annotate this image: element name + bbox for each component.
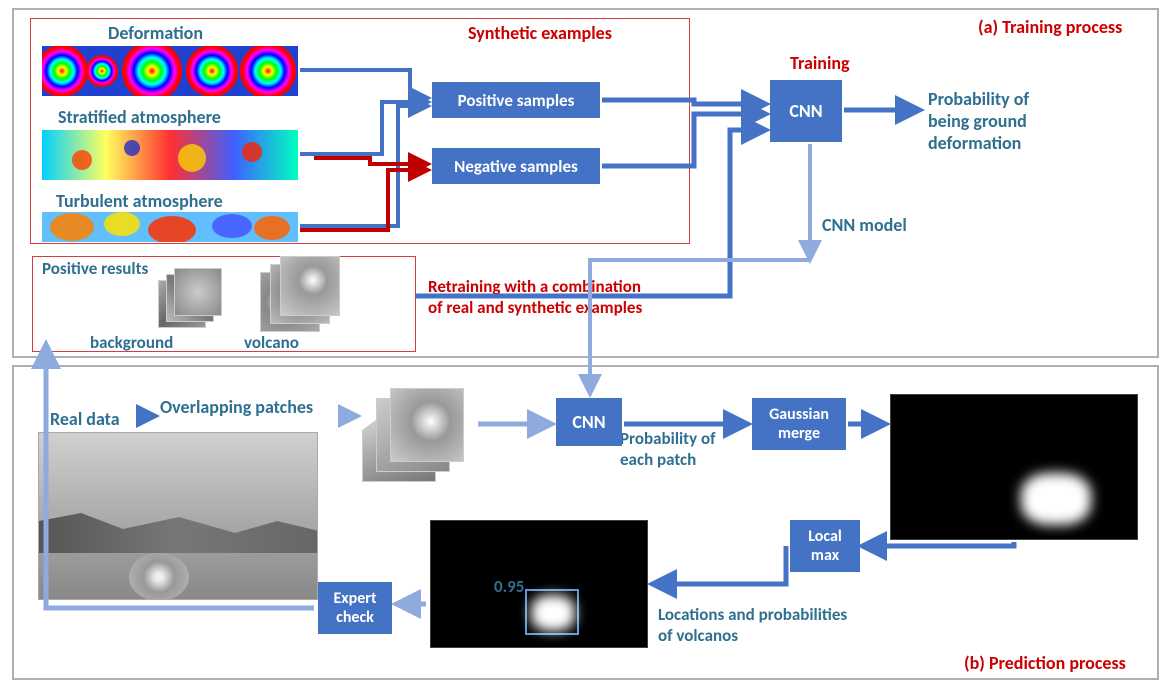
deformation-strip	[42, 46, 298, 96]
gaussian-merge-block: Gaussian merge	[752, 398, 846, 450]
loc-prob-label: Locations and probabilities of volcanos	[658, 604, 847, 646]
synthetic-title: Synthetic examples	[468, 22, 612, 44]
cnn-pred-block: CNN	[556, 398, 622, 446]
negative-samples-block: Negative samples	[432, 148, 600, 184]
panel-b-title: (b) Prediction process	[964, 652, 1126, 674]
volcano-label: volcano	[244, 332, 299, 353]
stratified-strip	[42, 130, 298, 180]
cnn-model-label: CNN model	[822, 214, 907, 236]
turbulent-strip	[42, 212, 298, 242]
pos-result-stack-background	[158, 270, 216, 328]
cnn-train-block: CNN	[770, 80, 842, 142]
blob-loc	[531, 595, 575, 631]
score-label: 0.95	[494, 576, 524, 597]
prob-patch-label: Probability of each patch	[620, 428, 716, 470]
prob-out-label: Probability of being ground deformation	[928, 88, 1029, 154]
overlapping-patches-stack	[362, 386, 482, 486]
locations-output	[430, 520, 648, 648]
local-max-block: Local max	[790, 520, 860, 572]
overlap-label: Overlapping patches	[160, 396, 313, 418]
pos-results-label: Positive results	[42, 258, 148, 279]
training-label: Training	[790, 52, 850, 74]
gaussian-merge-output	[890, 394, 1138, 540]
stratified-label: Stratified atmosphere	[58, 106, 221, 128]
background-label: background	[90, 332, 173, 353]
real-data-image	[38, 432, 318, 600]
expert-check-block: Expert check	[318, 582, 392, 634]
deformation-label: Deformation	[108, 22, 203, 44]
real-data-label: Real data	[50, 408, 120, 430]
turbulent-label: Turbulent atmosphere	[56, 190, 223, 212]
pos-result-stack-volcano	[260, 258, 332, 330]
positive-samples-block: Positive samples	[432, 82, 600, 118]
panel-a-title: (a) Training process	[978, 16, 1122, 38]
blob-merge	[1021, 473, 1091, 525]
retrain-label: Retraining with a combination of real an…	[428, 276, 642, 318]
